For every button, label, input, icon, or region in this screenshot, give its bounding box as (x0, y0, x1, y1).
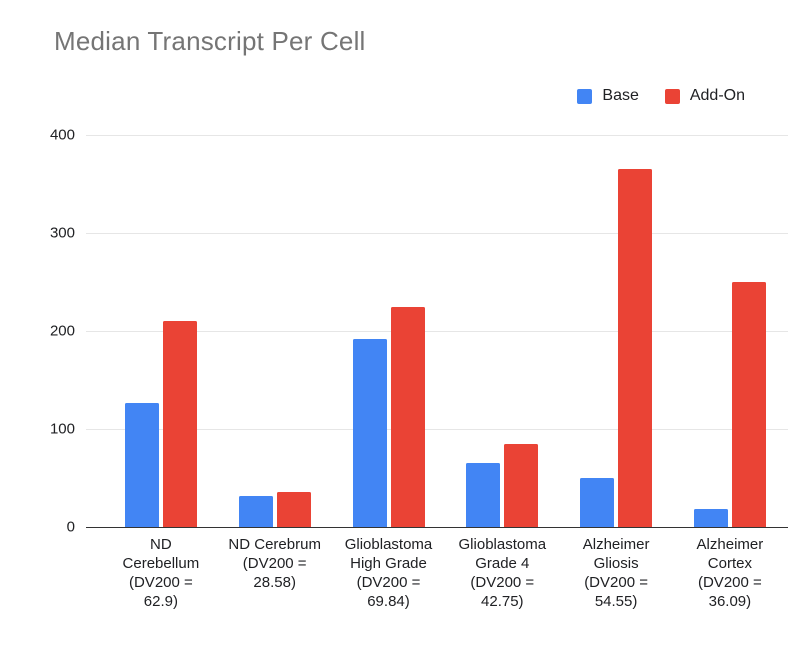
bar-add-on-5[interactable] (731, 282, 766, 527)
legend-swatch-base (577, 88, 593, 104)
y-axis-tick-label: 300 (49, 224, 75, 242)
y-axis-tick-label: 0 (66, 518, 75, 536)
x-axis-category-label: ND Cerebrum (DV200 = 28.58) (228, 536, 321, 591)
bar-add-on-0[interactable] (162, 321, 197, 527)
x-axis-category-label: Alzheimer Gliosis (DV200 = 54.55) (582, 536, 650, 610)
bar-add-on-4[interactable] (618, 169, 653, 527)
bar-base-5[interactable] (693, 509, 728, 527)
bar-base-1[interactable] (238, 495, 273, 527)
x-axis-category-label: Glioblastoma Grade 4 (DV200 = 42.75) (458, 536, 547, 610)
bar-add-on-2[interactable] (390, 306, 425, 527)
legend-item-addon[interactable]: Add-On (664, 87, 745, 105)
chart-title: Median Transcript Per Cell (54, 26, 366, 56)
y-axis-tick-label: 200 (49, 322, 75, 340)
legend: Base Add-On (577, 87, 745, 105)
gridline (86, 135, 788, 136)
bar-add-on-3[interactable] (504, 443, 539, 527)
y-axis-tick-label: 100 (49, 420, 75, 438)
bar-base-4[interactable] (580, 478, 615, 527)
legend-item-base[interactable]: Base (577, 87, 639, 105)
legend-label-base: Base (602, 87, 639, 104)
bar-base-0[interactable] (124, 402, 159, 527)
gridline (86, 233, 788, 234)
gridline (86, 331, 788, 332)
gridline (86, 429, 788, 430)
x-axis-line (86, 527, 788, 528)
bar-base-3[interactable] (466, 463, 501, 527)
y-axis-tick-label: 400 (49, 126, 75, 144)
legend-label-addon: Add-On (689, 87, 745, 104)
legend-swatch-addon (664, 88, 680, 104)
bar-base-2[interactable] (352, 338, 387, 527)
x-axis-category-label: Alzheimer Cortex (DV200 = 36.09) (696, 536, 764, 610)
bar-add-on-1[interactable] (276, 491, 311, 527)
x-axis-category-label: ND Cerebellum (DV200 = 62.9) (122, 536, 200, 610)
x-axis-category-label: Glioblastoma High Grade (DV200 = 69.84) (344, 536, 433, 610)
